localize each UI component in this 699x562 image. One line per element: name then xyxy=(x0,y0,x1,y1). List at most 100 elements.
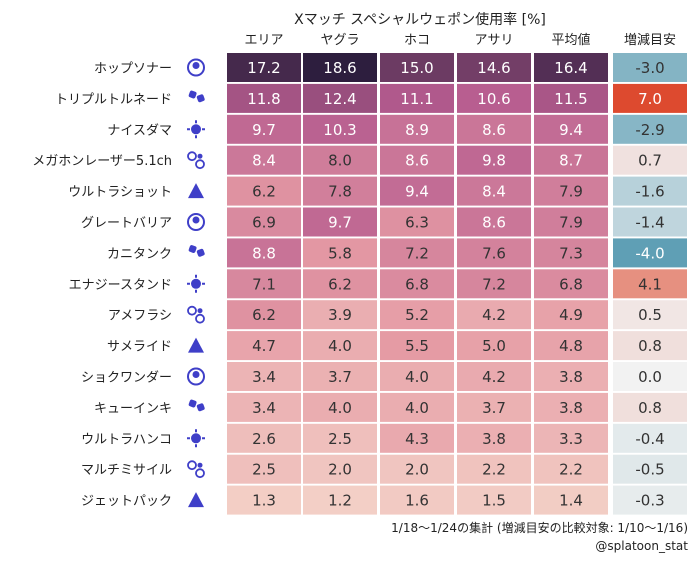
heatmap-cells: 17.2 18.6 15.0 14.6 16.4 -3.0 11.8 12.4 11.1 10.6… xyxy=(227,53,687,515)
heatmap-cell xyxy=(457,300,531,330)
heatmap-cell xyxy=(457,238,531,268)
cell-value: 4.0 xyxy=(328,399,352,417)
heatmap-cell xyxy=(457,392,531,422)
cell-value: 9.7 xyxy=(252,121,276,139)
heatmap-cell xyxy=(380,331,454,361)
cell-value: 5.2 xyxy=(405,306,429,324)
heatmap-cell xyxy=(613,331,687,361)
cell-value: 7.3 xyxy=(559,244,583,262)
row-label: ジェットパック xyxy=(81,494,172,509)
heatmap-cell xyxy=(534,114,608,144)
heatmap-cell xyxy=(227,176,301,206)
heatmap-cell xyxy=(303,362,377,391)
crab-tank-icon xyxy=(188,245,205,257)
heatmap-cell xyxy=(227,423,301,453)
heatmap-cell xyxy=(613,207,687,237)
row-label: エナジースタンド xyxy=(69,278,172,293)
heatmap-cell xyxy=(380,176,454,206)
cell-value: 18.6 xyxy=(323,59,356,77)
cell-value: 3.9 xyxy=(328,306,352,324)
cell-value: -0.3 xyxy=(635,492,664,510)
heatmap-cell xyxy=(380,145,454,175)
heatmap-cell xyxy=(457,114,531,144)
cell-value: 8.7 xyxy=(559,152,583,170)
heatmap-cell xyxy=(380,207,454,237)
heatmap-cell xyxy=(227,269,301,299)
inkjet-icon xyxy=(188,492,204,508)
heatmap-cell xyxy=(380,114,454,144)
heatmap-cell xyxy=(457,362,531,391)
cell-value: 8.8 xyxy=(252,244,276,262)
heatmap-cell xyxy=(613,269,687,299)
heatmap-cell xyxy=(534,331,608,361)
heatmap-cell xyxy=(534,207,608,237)
heatmap-cell xyxy=(303,423,377,453)
row-label: キューインキ xyxy=(94,401,172,416)
cell-value: 4.0 xyxy=(328,337,352,355)
cell-value: 14.6 xyxy=(477,59,510,77)
heatmap-cell xyxy=(613,176,687,206)
heatmap-cell xyxy=(303,392,377,422)
heatmap-cell xyxy=(380,362,454,391)
cell-value: 6.3 xyxy=(405,214,429,232)
ultra-stamp-icon xyxy=(187,429,205,448)
zipcaster-icon xyxy=(187,367,205,386)
cell-value: 0.7 xyxy=(638,152,662,170)
heatmap-cell xyxy=(613,485,687,515)
cell-value: 3.7 xyxy=(482,399,506,417)
heatmap-cell xyxy=(227,331,301,361)
footnote: 1/18〜1/24の集計 (増減目安の比較対象: 1/10〜1/16) xyxy=(391,520,688,535)
heatmap-cell xyxy=(303,485,377,515)
cell-value: -4.0 xyxy=(635,244,664,262)
cell-value: 1.2 xyxy=(328,492,352,510)
cell-value: -1.6 xyxy=(635,183,664,201)
cell-value: 1.3 xyxy=(252,492,276,510)
cell-value: 8.0 xyxy=(328,152,352,170)
cell-value: 8.4 xyxy=(482,183,506,201)
cell-value: 3.8 xyxy=(482,430,506,448)
heatmap-cell xyxy=(613,392,687,422)
heatmap-cell xyxy=(227,238,301,268)
chart-title: Xマッチ スペシャルウェポン使用率 [%] xyxy=(294,11,546,28)
heatmap-cell xyxy=(534,362,608,391)
heatmap-cell xyxy=(303,454,377,484)
cell-value: 8.6 xyxy=(405,152,429,170)
cell-value: 4.2 xyxy=(482,306,506,324)
heatmap-cell xyxy=(534,176,608,206)
cell-value: 2.0 xyxy=(405,461,429,479)
cell-value: 4.1 xyxy=(638,275,662,293)
cell-value: 8.9 xyxy=(405,121,429,139)
cell-value: 3.8 xyxy=(559,399,583,417)
heatmap-cell xyxy=(457,207,531,237)
cell-value: 8.4 xyxy=(252,152,276,170)
heatmap-cell xyxy=(534,83,608,113)
heatmap-cell xyxy=(303,145,377,175)
heatmap-cell xyxy=(457,176,531,206)
cell-value: 12.4 xyxy=(323,90,356,108)
heatmap-cell xyxy=(380,238,454,268)
column-header: ヤグラ xyxy=(320,33,359,48)
heatmap-cell xyxy=(227,300,301,330)
heatmap-cell xyxy=(303,83,377,113)
cell-value: 16.4 xyxy=(554,59,587,77)
heatmap-cell xyxy=(457,423,531,453)
megaphone-laser-icon xyxy=(187,151,205,170)
cell-value: 7.8 xyxy=(328,183,352,201)
cell-value: 10.3 xyxy=(323,121,356,139)
cell-value: -0.4 xyxy=(635,430,664,448)
heatmap-cell xyxy=(303,176,377,206)
cell-value: 7.9 xyxy=(559,183,583,201)
heatmap-cell xyxy=(227,454,301,484)
row-label: ナイスダマ xyxy=(107,123,172,138)
cell-value: -2.9 xyxy=(635,121,664,139)
heatmap-cell xyxy=(303,207,377,237)
cell-value: 8.6 xyxy=(482,121,506,139)
heatmap-cell xyxy=(457,454,531,484)
cell-value: 5.5 xyxy=(405,337,429,355)
heatmap-cell xyxy=(613,83,687,113)
heatmap-cell xyxy=(534,269,608,299)
heatmap-cell xyxy=(227,83,301,113)
heatmap-cell xyxy=(457,485,531,515)
